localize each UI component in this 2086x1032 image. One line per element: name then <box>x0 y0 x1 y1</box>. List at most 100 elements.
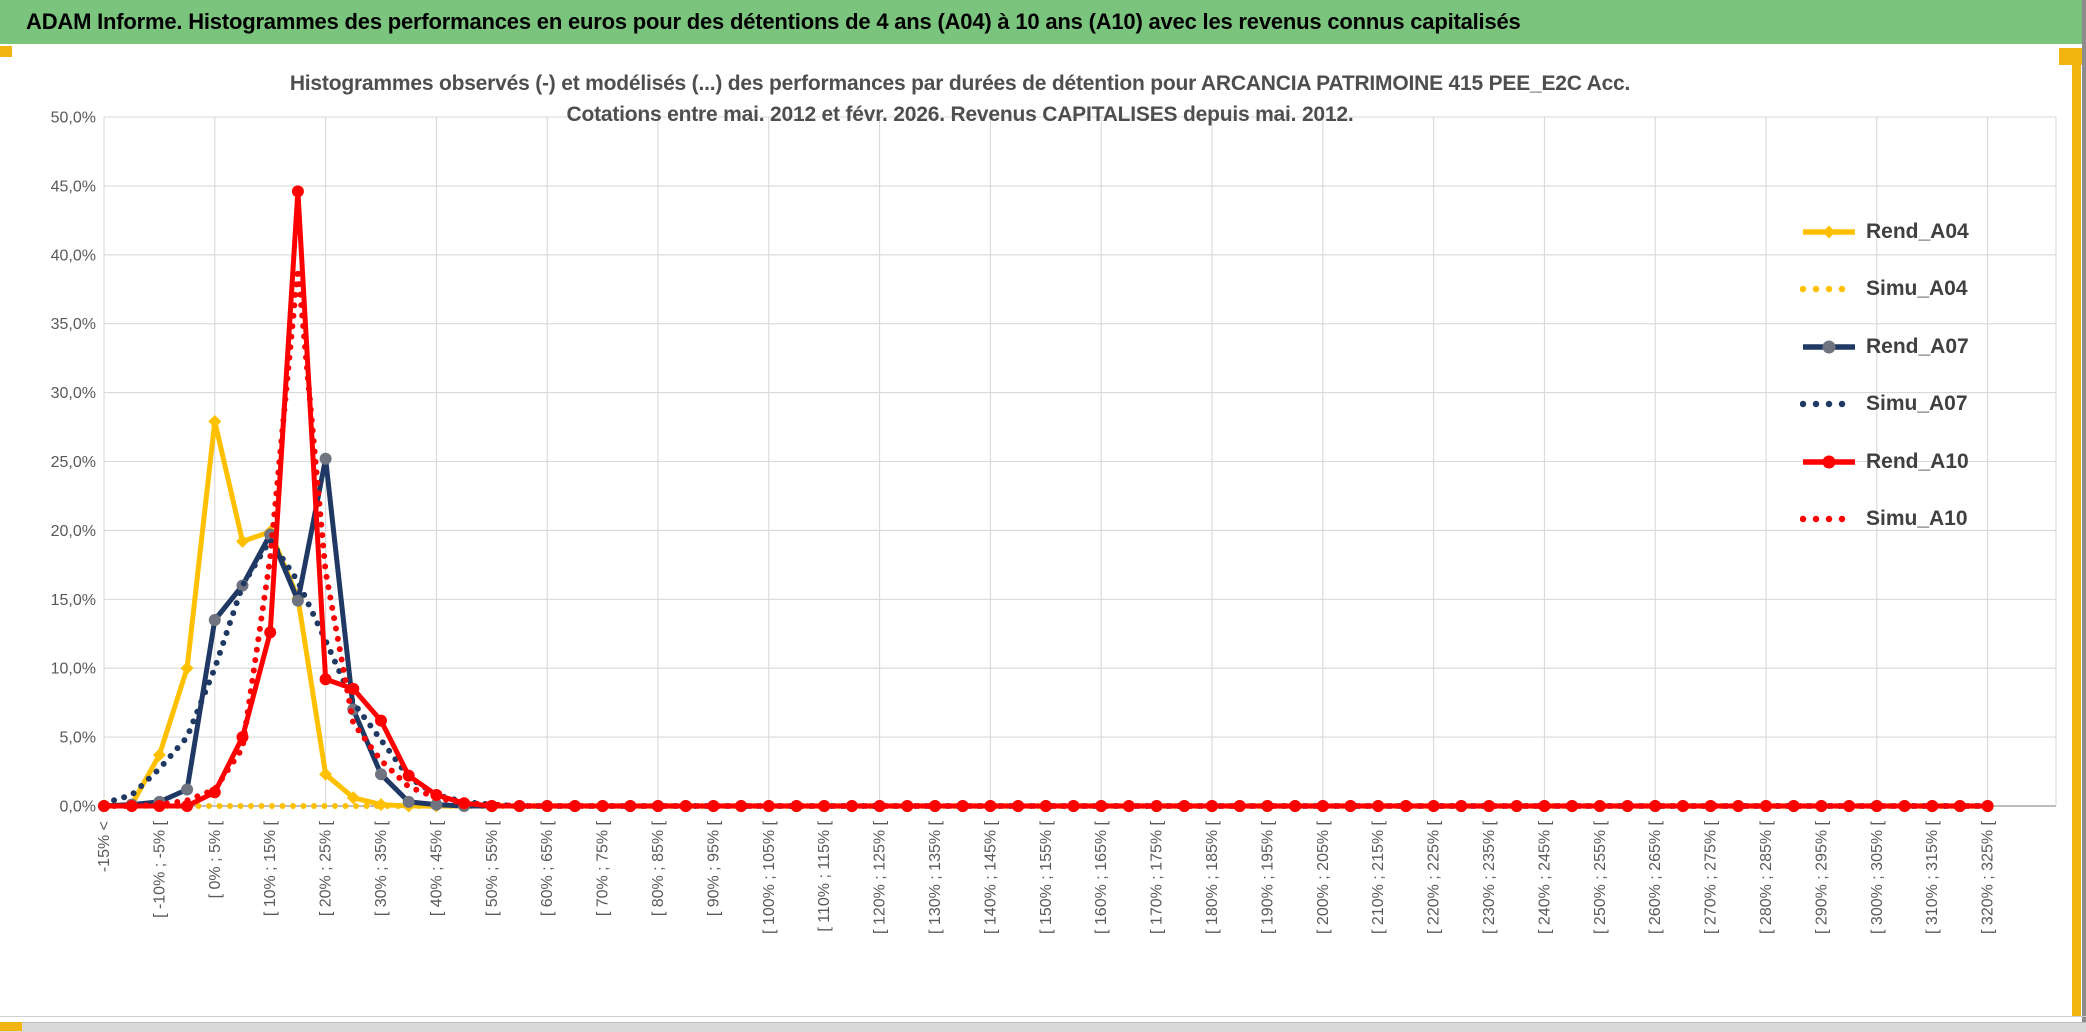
gold-corner-topleft <box>0 46 12 57</box>
legend-item-Simu_A10: Simu_A10 <box>1800 491 2060 549</box>
marker-Rend_A07 <box>319 452 332 465</box>
marker-Rend_A10 <box>291 185 304 198</box>
marker-Rend_A10 <box>568 800 581 812</box>
marker-Rend_A04 <box>208 415 222 429</box>
x-tick-label: [ 320% ; 325% [ <box>1980 820 1997 934</box>
series-Rend_A04 <box>97 415 1995 813</box>
x-tick-label: [ 0% ; 5% [ <box>207 820 224 898</box>
x-tick-label: [ 230% ; 235% [ <box>1481 820 1498 934</box>
x-tick-label: [ 40% ; 45% [ <box>428 820 445 916</box>
marker-Rend_A10 <box>1483 800 1495 812</box>
legend-label: Simu_A07 <box>1866 392 1968 416</box>
gold-border-right <box>2072 48 2081 1016</box>
marker-Rend_A10 <box>1233 800 1246 812</box>
x-tick-label: [ 190% ; 195% [ <box>1259 820 1276 934</box>
x-tick-label: [ 280% ; 285% [ <box>1758 820 1775 934</box>
marker-Rend_A10 <box>1926 800 1939 812</box>
marker-Rend_A10 <box>402 769 415 782</box>
legend-label: Rend_A07 <box>1866 334 1969 358</box>
legend-label: Rend_A04 <box>1866 219 1969 243</box>
marker-Rend_A04 <box>235 534 250 548</box>
y-tick-label: 10,0% <box>51 661 96 678</box>
legend-marker <box>1822 340 1836 354</box>
series-Rend_A10 <box>98 185 1994 812</box>
x-tick-label: [ 300% ; 305% [ <box>1869 820 1886 934</box>
x-tick-label: [ 170% ; 175% [ <box>1149 820 1166 934</box>
marker-Rend_A10 <box>1399 800 1412 812</box>
legend-marker <box>1822 455 1836 469</box>
marker-Rend_A10 <box>845 800 858 812</box>
x-tick-label: [ 250% ; 255% [ <box>1592 820 1609 934</box>
marker-Rend_A10 <box>375 714 387 727</box>
bottom-strip <box>0 1022 2086 1032</box>
marker-Rend_A10 <box>873 800 886 812</box>
marker-Rend_A10 <box>264 626 277 639</box>
series-line-Simu_A07 <box>101 537 1991 809</box>
legend-sample-dotted-icon <box>1800 401 1858 408</box>
marker-Rend_A10 <box>1538 800 1551 812</box>
x-tick-label: [ 90% ; 95% [ <box>705 820 722 916</box>
x-tick-label: -15% < <box>96 821 113 872</box>
series-Simu_A10 <box>101 265 1991 809</box>
marker-Rend_A10 <box>707 800 720 812</box>
marker-Rend_A07 <box>181 783 194 796</box>
x-tick-label: [ 70% ; 75% [ <box>595 820 612 916</box>
x-tick-label: [ 220% ; 225% [ <box>1426 820 1443 934</box>
x-tick-label: [ 110% ; 115% [ <box>816 820 833 931</box>
legend-marker <box>1822 225 1836 239</box>
x-tick-label: [ 200% ; 205% [ <box>1315 820 1332 934</box>
series-line-Rend_A04 <box>103 419 1988 809</box>
x-tick-label: [ -10% ; -5% [ <box>151 820 168 917</box>
marker-Rend_A07 <box>375 768 387 781</box>
x-tick-label: [ 150% ; 155% [ <box>1038 820 1055 934</box>
x-tick-label: [ 180% ; 185% [ <box>1204 820 1221 934</box>
marker-Rend_A10 <box>181 800 194 812</box>
chart-title-line1: Histogrammes observés (-) et modélisés (… <box>289 72 1631 95</box>
series-Simu_A07 <box>101 537 1991 809</box>
legend-item-Rend_A04: Rend_A04 <box>1800 203 2060 261</box>
marker-Rend_A07 <box>402 795 415 808</box>
marker-Rend_A10 <box>1150 800 1163 812</box>
gold-corner-topright <box>2059 48 2082 65</box>
y-tick-label: 25,0% <box>51 454 96 471</box>
series-line-Rend_A10 <box>104 188 1988 809</box>
series-line-Simu_A10 <box>101 265 1991 809</box>
x-tick-label: [ 140% ; 145% [ <box>982 820 999 934</box>
legend-sample-solid-icon <box>1803 225 1855 239</box>
legend-item-Simu_A04: Simu_A04 <box>1800 261 2060 319</box>
x-tick-label: [ 240% ; 245% [ <box>1536 820 1553 934</box>
marker-Rend_A04 <box>319 767 333 781</box>
x-tick-label: [ 210% ; 215% [ <box>1370 820 1387 934</box>
marker-Rend_A10 <box>624 800 637 812</box>
x-tick-label: [ 130% ; 135% [ <box>927 820 944 934</box>
x-tick-label: [ 50% ; 55% [ <box>484 820 501 916</box>
marker-Rend_A07 <box>208 613 221 626</box>
marker-Rend_A10 <box>1704 800 1717 812</box>
report-title: ADAM Informe. Histogrammes des performan… <box>26 9 1521 34</box>
y-tick-label: 45,0% <box>51 178 96 195</box>
y-tick-label: 0,0% <box>60 799 96 816</box>
chart-legend: Rend_A04 Simu_A04 Rend_A07 Simu_A07 Rend_A10… <box>1800 203 2060 548</box>
y-tick-label: 15,0% <box>51 592 96 609</box>
marker-Rend_A07 <box>291 594 304 607</box>
marker-Rend_A10 <box>1012 800 1025 812</box>
marker-Rend_A10 <box>1981 800 1994 812</box>
legend-sample-dotted-icon <box>1800 516 1858 523</box>
marker-Rend_A04 <box>180 661 194 675</box>
x-tick-label: [ 260% ; 265% [ <box>1647 820 1664 934</box>
marker-Rend_A10 <box>1621 800 1634 812</box>
marker-Rend_A10 <box>319 673 332 686</box>
x-tick-label: [ 60% ; 65% [ <box>539 820 556 916</box>
marker-Rend_A10 <box>1787 800 1800 812</box>
legend-label: Simu_A04 <box>1866 277 1968 301</box>
x-tick-label: [ 100% ; 105% [ <box>761 820 778 934</box>
x-tick-label: [ 120% ; 125% [ <box>872 820 889 934</box>
x-tick-label: [ 160% ; 165% [ <box>1093 820 1110 934</box>
marker-Rend_A10 <box>1870 800 1883 812</box>
chart-title: Histogrammes observés (-) et modélisés (… <box>180 68 1740 130</box>
marker-Rend_A10 <box>1178 800 1191 812</box>
legend-item-Rend_A07: Rend_A07 <box>1800 318 2060 376</box>
legend-label: Rend_A10 <box>1866 449 1969 473</box>
marker-Rend_A10 <box>1095 800 1108 812</box>
legend-item-Simu_A07: Simu_A07 <box>1800 376 2060 434</box>
